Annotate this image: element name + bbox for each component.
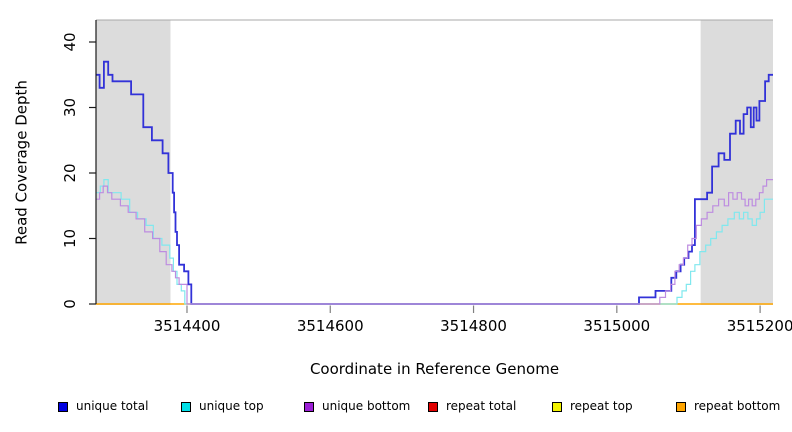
series-lines (96, 60, 773, 305)
legend-label: repeat bottom (694, 399, 781, 413)
legend-label: unique top (199, 399, 264, 413)
legend-item-unique-bottom: unique bottom (304, 400, 410, 413)
legend-swatch-icon (676, 401, 686, 412)
legend-item-repeat-bottom: repeat bottom (676, 400, 780, 413)
legend-swatch-icon (58, 401, 68, 412)
x-tick-label: 3515200 (727, 317, 792, 335)
legend-item-repeat-top: repeat top (552, 400, 633, 413)
series-line-unique-total (96, 60, 773, 305)
y-axis-title: Read Coverage Depth (12, 80, 31, 245)
legend-label: unique bottom (322, 399, 411, 413)
y-tick-label: 20 (61, 163, 79, 182)
y-tick-label: 30 (61, 98, 79, 117)
legend-label: unique total (76, 399, 149, 413)
legend-label: repeat top (570, 399, 633, 413)
series-line-unique-bottom (96, 179, 773, 305)
legend-item-unique-total: unique total (58, 400, 148, 413)
legend-swatch-icon (304, 401, 314, 412)
y-tick-label: 0 (61, 299, 79, 309)
highlight-bands (96, 20, 773, 305)
y-tick-label: 10 (61, 229, 79, 248)
legend-label: repeat total (446, 399, 517, 413)
legend-swatch-icon (552, 401, 562, 412)
highlight-band (700, 20, 773, 305)
x-tick-label: 3515000 (583, 317, 650, 335)
series-line-unique-top (96, 179, 773, 305)
axes (89, 19, 773, 313)
tick-labels: 0 10 20 30 40 3514400 3514600 3514800 3515000 351… (61, 32, 792, 335)
highlight-band (96, 20, 171, 305)
x-tick-label: 3514400 (154, 317, 221, 335)
x-axis-title: Coordinate in Reference Genome (309, 360, 560, 378)
y-tick-label: 40 (61, 32, 79, 51)
legend-swatch-icon (428, 401, 438, 412)
x-tick-label: 3514600 (297, 317, 364, 335)
legend-item-repeat-total: repeat total (428, 400, 516, 413)
legend-item-unique-top: unique top (181, 400, 264, 413)
x-tick-label: 3514800 (440, 317, 507, 335)
legend-swatch-icon (181, 401, 191, 412)
